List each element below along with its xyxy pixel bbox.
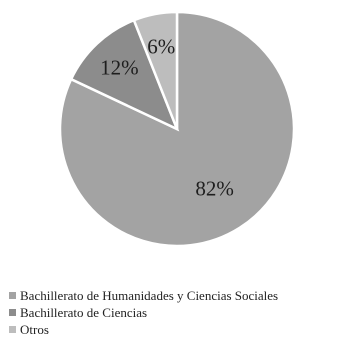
legend-swatch-otros	[9, 326, 16, 333]
legend-swatch-humanidades	[9, 292, 16, 299]
pie-slice-ciencias	[69, 18, 180, 132]
legend-label-ciencias: Bachillerato de Ciencias	[20, 305, 148, 320]
legend-item-otros: Otros	[9, 321, 278, 338]
data-label-humanidades: 82%	[195, 176, 234, 200]
pie-svg: 82% 12% 6%	[58, 10, 296, 248]
legend-label-humanidades: Bachillerato de Humanidades y Ciencias S…	[20, 288, 279, 303]
legend: Bachillerato de Humanidades y Ciencias S…	[9, 287, 278, 338]
legend-label-otros: Otros	[20, 322, 49, 337]
legend-swatch-ciencias	[9, 309, 16, 316]
legend-item-ciencias: Bachillerato de Ciencias	[9, 304, 278, 321]
pie-slice-otros	[132, 10, 179, 130]
data-label-ciencias: 12%	[100, 56, 139, 80]
data-label-otros: 6%	[147, 34, 175, 58]
legend-item-humanidades: Bachillerato de Humanidades y Ciencias S…	[9, 287, 278, 304]
pie-chart: 82% 12% 6%	[58, 10, 296, 248]
